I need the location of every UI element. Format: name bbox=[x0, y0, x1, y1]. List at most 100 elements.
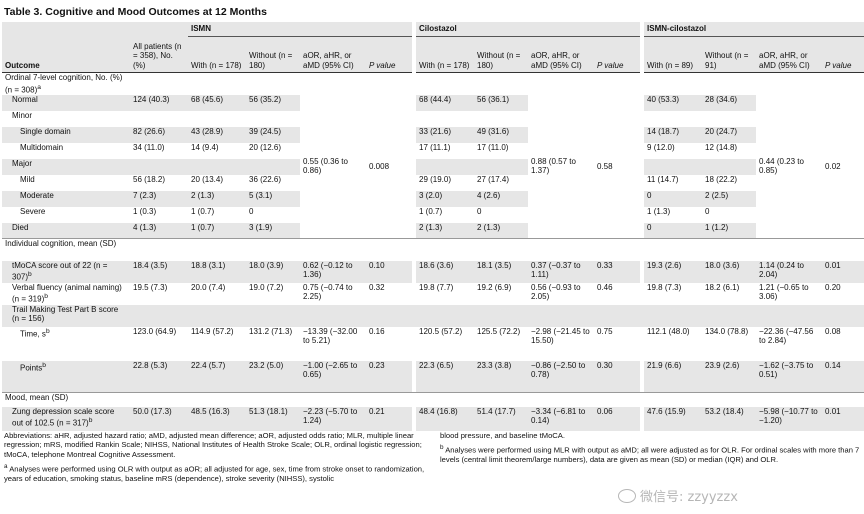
cilo-effect-cell: 0.37 (−0.37 to 1.11) bbox=[528, 260, 594, 283]
gap-cell bbox=[412, 406, 416, 431]
empty-cell bbox=[188, 73, 246, 95]
cilo-p-cell: 0.46 bbox=[597, 282, 613, 292]
cilo-p-cell: 0.30 bbox=[594, 360, 641, 393]
empty-cell bbox=[822, 304, 864, 327]
combo-with-cell: 11 (14.7) bbox=[647, 174, 679, 184]
cilo-with-cell: 120.5 (57.2) bbox=[419, 326, 463, 336]
col-ismn-without: Without (n = 180) bbox=[246, 36, 300, 73]
cilo-with-cell: 17 (11.1) bbox=[419, 142, 451, 152]
empty-cell bbox=[594, 73, 640, 95]
row-trail-points: Pointsb 22.8 (5.3) 22.4 (5.7) 23.2 (5.0) −1.… bbox=[2, 360, 864, 393]
empty-cell bbox=[756, 73, 822, 95]
empty-cell bbox=[594, 304, 641, 327]
gap-cell bbox=[412, 360, 416, 393]
empty-cell bbox=[416, 392, 474, 407]
combo-without-cell: 18 (22.2) bbox=[705, 174, 738, 184]
all-patients-cell: 4 (1.3) bbox=[130, 222, 188, 239]
ismn-with-cell: 18.8 (3.1) bbox=[188, 260, 246, 283]
gap-cell bbox=[412, 326, 416, 361]
empty-cell bbox=[130, 392, 188, 407]
combo-p-cell: 0.01 bbox=[822, 260, 864, 283]
empty-cell bbox=[702, 73, 756, 95]
ismn-without-cell bbox=[246, 158, 300, 175]
all-patients-cell: 1 (0.3) bbox=[133, 206, 157, 216]
cilo-without-cell: 4 (2.6) bbox=[474, 190, 528, 207]
cilo-with-cell: 2 (1.3) bbox=[416, 222, 474, 239]
col-combo-with: With (n = 89) bbox=[644, 36, 703, 73]
col-ismn-with: With (n = 178) bbox=[188, 36, 246, 73]
combo-with-cell: 14 (18.7) bbox=[644, 126, 703, 143]
empty-cell bbox=[474, 73, 528, 95]
row-label: Moderate bbox=[2, 190, 130, 207]
gap-cell bbox=[640, 126, 645, 143]
empty-cell bbox=[474, 238, 528, 261]
ismn-without-cell: 131.2 (71.3) bbox=[249, 326, 293, 336]
ismn-with-cell: 68 (45.6) bbox=[188, 94, 246, 111]
ismn-with-cell bbox=[188, 158, 246, 175]
row-ordinal-2: Single domain 82 (26.6) 43 (28.9) 39 (24.5)… bbox=[2, 126, 864, 143]
group-ismn: ISMN bbox=[188, 22, 412, 37]
row-individual-header: Individual cognition, mean (SD) bbox=[2, 238, 864, 261]
ismn-without-cell: 23.2 (5.0) bbox=[246, 360, 300, 393]
cilo-with-cell: 68 (44.4) bbox=[416, 94, 474, 111]
footnotes-right: blood pressure, and baseline tMoCA. b An… bbox=[440, 431, 860, 467]
gap-cell bbox=[640, 94, 645, 111]
empty-cell bbox=[188, 238, 246, 261]
empty-cell bbox=[756, 238, 823, 261]
empty-cell bbox=[130, 238, 188, 261]
ismn-p-cell: 0.21 bbox=[366, 406, 412, 431]
row-label: tMoCA score out of 22 (n = 307)b bbox=[2, 260, 130, 283]
combo-p-cell: 0.14 bbox=[822, 360, 864, 393]
ismn-without-cell: 36 (22.6) bbox=[249, 174, 282, 184]
cilo-with-cell: 3 (2.0) bbox=[416, 190, 474, 207]
ismn-p-cell: 0.10 bbox=[366, 260, 412, 283]
gap-cell bbox=[412, 206, 416, 223]
col-combo-without: Without (n = 91) bbox=[702, 36, 757, 73]
row-label: Died bbox=[2, 222, 130, 239]
combo-with-cell: 9 (12.0) bbox=[647, 142, 675, 152]
empty-cell bbox=[366, 73, 412, 95]
combo-without-cell: 53.2 (18.4) bbox=[702, 406, 757, 431]
all-patients-cell: 7 (2.3) bbox=[130, 190, 188, 207]
gap-cell bbox=[412, 158, 416, 175]
all-patients-cell bbox=[130, 158, 188, 175]
col-ismn-effect: aOR, aHR, or aMD (95% CI) bbox=[300, 36, 366, 73]
row-verbal-fluency: Verbal fluency (animal naming) (n = 319)… bbox=[2, 282, 864, 305]
row-label: Individual cognition, mean (SD) bbox=[2, 238, 130, 261]
cilo-with-cell: 1 (0.7) bbox=[419, 206, 443, 216]
combo-with-cell: 19.3 (2.6) bbox=[644, 260, 703, 283]
row-label: Ordinal 7-level cognition, No. (%) (n = … bbox=[5, 73, 123, 95]
empty-cell bbox=[130, 73, 188, 95]
empty-cell bbox=[246, 392, 300, 407]
empty-cell bbox=[412, 304, 416, 327]
footnote-abbreviations: Abbreviations: aHR, adjusted hazard rati… bbox=[4, 431, 422, 459]
row-label: Zung depression scale score out of 102.5… bbox=[2, 406, 130, 431]
ismn-p-cell: 0.32 bbox=[369, 282, 385, 292]
empty-cell bbox=[594, 392, 641, 407]
combo-with-cell: 0 bbox=[644, 222, 703, 239]
gap-cell bbox=[412, 174, 416, 191]
combo-without-cell: 1 (1.2) bbox=[702, 222, 757, 239]
ismn-p-cell: 0.23 bbox=[366, 360, 412, 393]
empty-cell bbox=[702, 238, 757, 261]
combo-p-cell: 0.01 bbox=[822, 406, 864, 431]
group-ismn-cilostazol: ISMN-cilostazol bbox=[644, 22, 864, 37]
col-cilo-p: P value bbox=[594, 36, 641, 73]
gap-cell bbox=[640, 222, 645, 239]
ismn-without-cell: 20 (12.6) bbox=[249, 142, 282, 152]
ismn-with-cell: 1 (0.7) bbox=[188, 222, 246, 239]
all-patients-cell: 50.0 (17.3) bbox=[130, 406, 188, 431]
ismn-p-cell: 0.008 bbox=[366, 94, 412, 239]
empty-cell bbox=[366, 304, 412, 327]
ismn-without-cell bbox=[246, 111, 300, 127]
table-title: Table 3. Cognitive and Mood Outcomes at … bbox=[4, 6, 267, 18]
combo-without-cell: 0 bbox=[705, 206, 710, 216]
ismn-without-cell: 56 (35.2) bbox=[246, 94, 300, 111]
row-ordinal-7: Severe 1 (0.3) 1 (0.7) 0 1 (0.7) 0 1 (1.3) 0 bbox=[2, 206, 864, 223]
empty-cell bbox=[528, 73, 594, 95]
cilo-effect-cell: −0.86 (−2.50 to 0.78) bbox=[528, 360, 594, 393]
cilo-without-cell: 125.5 (72.2) bbox=[477, 326, 521, 336]
empty-cell bbox=[474, 392, 528, 407]
cilo-with-cell: 48.4 (16.8) bbox=[416, 406, 474, 431]
gap-cell bbox=[412, 126, 416, 143]
